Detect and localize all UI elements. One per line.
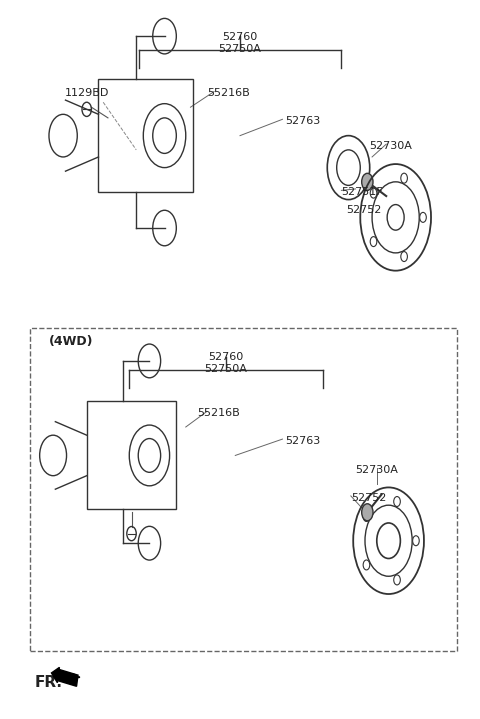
Circle shape	[413, 536, 419, 546]
Text: 55216B: 55216B	[197, 408, 240, 418]
Text: 52751F: 52751F	[341, 188, 383, 198]
Text: 52763: 52763	[285, 116, 320, 127]
Text: 52760
52750A: 52760 52750A	[204, 352, 247, 374]
Circle shape	[420, 212, 426, 222]
Circle shape	[362, 173, 373, 191]
Text: 1129BD: 1129BD	[64, 88, 109, 98]
Text: 52730A: 52730A	[355, 464, 398, 475]
Text: (4WD): (4WD)	[49, 335, 94, 348]
Text: 52763: 52763	[285, 436, 320, 446]
Circle shape	[394, 575, 400, 585]
Text: 55216B: 55216B	[207, 88, 250, 98]
Circle shape	[362, 504, 373, 521]
FancyArrow shape	[51, 667, 78, 687]
Text: FR.: FR.	[35, 675, 63, 690]
Circle shape	[363, 511, 370, 521]
Text: 52730A: 52730A	[370, 142, 412, 151]
Bar	[30, 328, 457, 651]
Bar	[87, 401, 176, 510]
Circle shape	[401, 173, 408, 183]
Circle shape	[394, 497, 400, 506]
Circle shape	[370, 237, 377, 247]
Text: 52752: 52752	[346, 205, 382, 215]
Circle shape	[363, 560, 370, 570]
Circle shape	[401, 252, 408, 262]
Text: 52760
52750A: 52760 52750A	[218, 32, 262, 54]
Bar	[98, 79, 193, 193]
Circle shape	[370, 188, 377, 198]
Text: 52752: 52752	[351, 493, 386, 503]
